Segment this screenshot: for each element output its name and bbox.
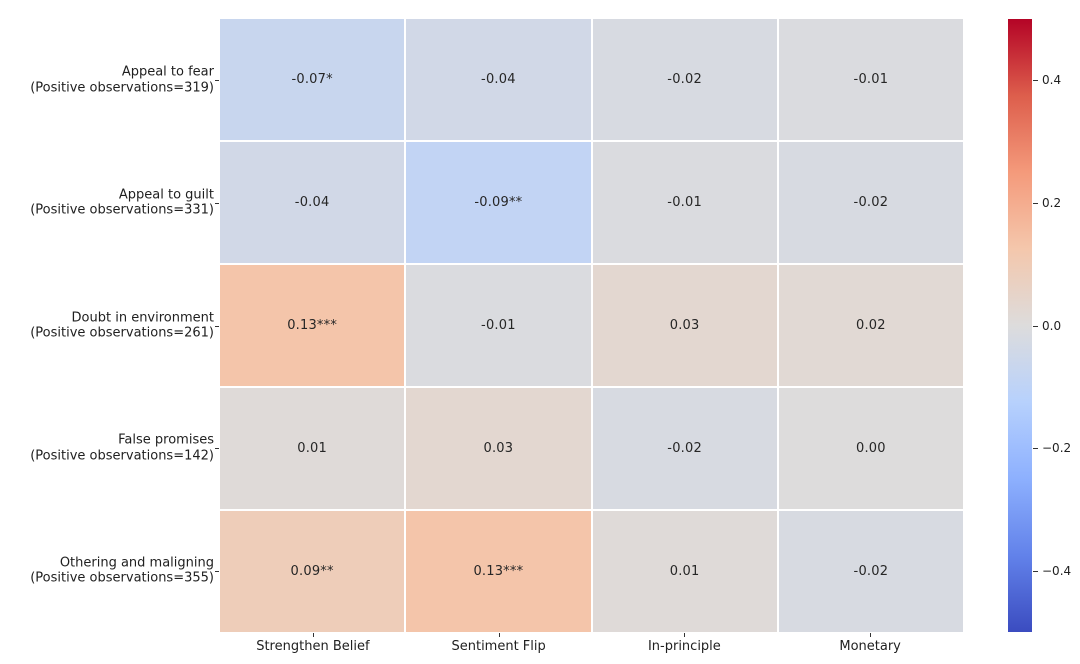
cell-value: 0.00 bbox=[856, 441, 886, 456]
cell-value: -0.07* bbox=[291, 72, 333, 87]
heatmap-cell: -0.04 bbox=[220, 142, 405, 263]
x-axis-tick bbox=[498, 633, 500, 637]
cell-value: 0.03 bbox=[483, 441, 514, 456]
column-label: Monetary bbox=[839, 639, 901, 654]
heatmap-cell: 0.13*** bbox=[406, 511, 591, 632]
y-axis-tick bbox=[215, 570, 219, 572]
heatmap-cell: 0.03 bbox=[592, 265, 777, 386]
colorbar-tick bbox=[1033, 202, 1038, 204]
colorbar-tick bbox=[1033, 325, 1038, 327]
cell-value: 0.13*** bbox=[287, 318, 338, 333]
row-label-name: Appeal to fear bbox=[121, 64, 214, 80]
colorbar-tick-label: −0.2 bbox=[1042, 441, 1072, 456]
cell-value: 0.01 bbox=[669, 564, 700, 579]
colorbar-tick-label: 0.4 bbox=[1042, 73, 1062, 88]
cell-value: -0.01 bbox=[481, 318, 516, 333]
heatmap-cell: 0.03 bbox=[406, 388, 591, 509]
row-label-name: Othering and maligning bbox=[59, 555, 214, 571]
x-axis-tick bbox=[870, 633, 872, 637]
y-axis-tick bbox=[215, 202, 219, 204]
heatmap-cell: -0.02 bbox=[778, 142, 963, 263]
y-axis-tick bbox=[215, 325, 219, 327]
cell-value: 0.03 bbox=[669, 318, 700, 333]
heatmap-cell: -0.01 bbox=[406, 265, 591, 386]
row-label: Othering and maligning (Positive observat… bbox=[0, 555, 214, 586]
colorbar-tick-label: −0.4 bbox=[1042, 563, 1072, 578]
heatmap-cell: 0.02 bbox=[778, 265, 963, 386]
colorbar-tick-label: 0.2 bbox=[1042, 195, 1062, 210]
colorbar-tick bbox=[1033, 570, 1038, 572]
cell-value: -0.09** bbox=[474, 195, 523, 210]
column-label: In-principle bbox=[647, 639, 721, 654]
heatmap-cell: -0.07* bbox=[220, 19, 405, 140]
colorbar-gradient bbox=[1008, 19, 1032, 632]
cell-value: -0.01 bbox=[853, 72, 889, 87]
x-axis-tick bbox=[312, 633, 314, 637]
cell-value: 0.01 bbox=[297, 441, 327, 456]
column-label: Sentiment Flip bbox=[451, 639, 546, 654]
column-label: Strengthen Belief bbox=[256, 639, 370, 654]
colorbar-tick bbox=[1033, 448, 1038, 450]
cell-value: -0.04 bbox=[481, 72, 516, 87]
heatmap-cell: -0.01 bbox=[592, 142, 777, 263]
row-label: Appeal to fear (Positive observations=319… bbox=[0, 65, 214, 96]
heatmap-cell: 0.09** bbox=[220, 511, 405, 632]
cell-value: 0.09** bbox=[290, 564, 334, 579]
row-label: Appeal to guilt (Positive observations=33… bbox=[0, 187, 214, 218]
row-label-sub: (Positive observations=319) bbox=[30, 80, 214, 96]
heatmap-cell: 0.00 bbox=[778, 388, 963, 509]
heatmap-cell: -0.02 bbox=[778, 511, 963, 632]
row-label-name: Appeal to guilt bbox=[118, 187, 214, 203]
heatmap-cell: -0.02 bbox=[592, 388, 777, 509]
row-label: False promises (Positive observations=142… bbox=[0, 433, 214, 464]
row-label: Doubt in environment (Positive observatio… bbox=[0, 310, 214, 341]
heatmap-cell: 0.01 bbox=[592, 511, 777, 632]
row-label-sub: (Positive observations=355) bbox=[30, 570, 214, 586]
heatmap-cell: -0.01 bbox=[778, 19, 963, 140]
y-axis-tick bbox=[215, 448, 219, 450]
row-label-sub: (Positive observations=331) bbox=[30, 202, 214, 218]
heatmap-cell: 0.13*** bbox=[220, 265, 405, 386]
colorbar-tick bbox=[1033, 80, 1038, 82]
heatmap-cell: -0.09** bbox=[406, 142, 591, 263]
cell-value: 0.02 bbox=[856, 318, 886, 333]
cell-value: -0.01 bbox=[667, 195, 702, 210]
row-label-sub: (Positive observations=261) bbox=[30, 325, 214, 341]
row-label-name: Doubt in environment bbox=[71, 310, 214, 325]
heatmap-grid: -0.07* -0.04 -0.02 -0.01 -0.04 -0.09** -0.01 -0… bbox=[220, 19, 963, 632]
cell-value: -0.02 bbox=[853, 564, 889, 579]
row-label-name: False promises bbox=[118, 432, 214, 448]
cell-value: 0.13*** bbox=[473, 564, 524, 579]
cell-value: -0.02 bbox=[667, 441, 702, 456]
y-axis-tick bbox=[215, 80, 219, 82]
heatmap-cell: -0.04 bbox=[406, 19, 591, 140]
heatmap-cell: -0.02 bbox=[592, 19, 777, 140]
row-label-sub: (Positive observations=142) bbox=[30, 448, 214, 464]
cell-value: -0.02 bbox=[853, 195, 889, 210]
heatmap-cell: 0.01 bbox=[220, 388, 405, 509]
cell-value: -0.02 bbox=[667, 72, 702, 87]
cell-value: -0.04 bbox=[294, 195, 330, 210]
x-axis-tick bbox=[684, 633, 686, 637]
colorbar-tick-label: 0.0 bbox=[1042, 318, 1062, 333]
